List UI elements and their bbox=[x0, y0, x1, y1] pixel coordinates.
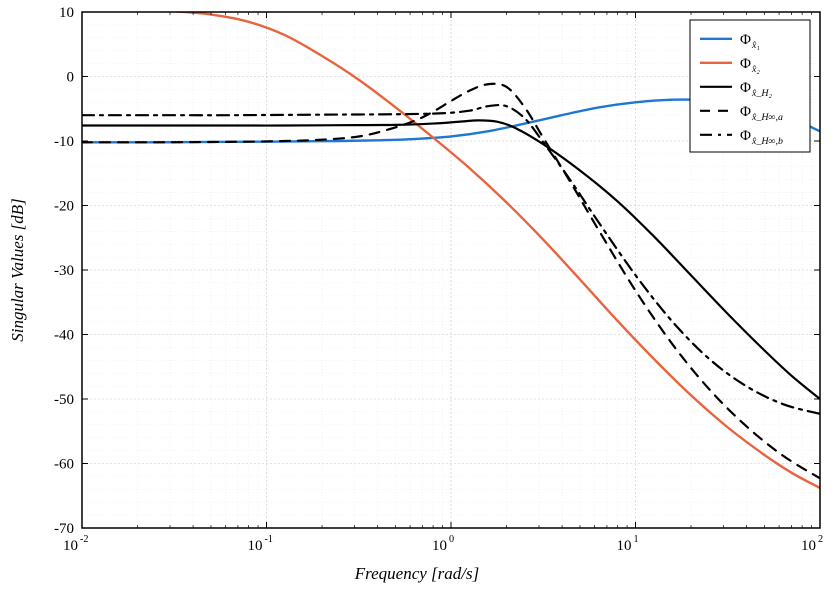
svg-text:x̂_H∞,a: x̂_H∞,a bbox=[751, 112, 783, 123]
svg-text:10: 10 bbox=[63, 538, 78, 554]
svg-text:Φ: Φ bbox=[740, 56, 751, 72]
svg-text:Φ: Φ bbox=[740, 128, 751, 144]
svg-text:1: 1 bbox=[634, 534, 639, 545]
svg-text:Φ: Φ bbox=[740, 104, 751, 120]
svg-text:10: 10 bbox=[432, 538, 447, 554]
legend: Φx̂₁Φx̂₂Φx̂_H₂Φx̂_H∞,aΦx̂_H∞,b bbox=[690, 20, 810, 152]
svg-text:10: 10 bbox=[617, 538, 632, 554]
svg-text:10: 10 bbox=[59, 5, 74, 21]
x-axis-label: Frequency [rad/s] bbox=[0, 564, 834, 584]
svg-text:Φ: Φ bbox=[740, 80, 751, 96]
x-axis-label-text: Frequency [rad/s] bbox=[355, 564, 480, 583]
svg-text:10: 10 bbox=[801, 538, 816, 554]
svg-text:10: 10 bbox=[248, 538, 263, 554]
svg-text:-30: -30 bbox=[54, 263, 74, 279]
svg-text:-10: -10 bbox=[54, 134, 74, 150]
svg-text:-1: -1 bbox=[265, 534, 274, 545]
svg-text:-40: -40 bbox=[54, 328, 74, 344]
svg-text:-20: -20 bbox=[54, 199, 74, 215]
svg-text:-2: -2 bbox=[80, 534, 89, 545]
svg-text:0: 0 bbox=[67, 70, 75, 86]
svg-text:-50: -50 bbox=[54, 392, 74, 408]
y-axis-label-text: Singular Values [dB] bbox=[8, 198, 27, 342]
svg-text:x̂_H₂: x̂_H₂ bbox=[751, 88, 772, 99]
svg-text:Φ: Φ bbox=[740, 32, 751, 48]
svg-text:x̂₂: x̂₂ bbox=[751, 64, 760, 75]
chart-svg: -70-60-50-40-30-20-1001010-210-110010110… bbox=[0, 0, 834, 590]
svg-text:x̂_H∞,b: x̂_H∞,b bbox=[751, 136, 783, 147]
chart-container: -70-60-50-40-30-20-1001010-210-110010110… bbox=[0, 0, 834, 590]
svg-text:x̂₁: x̂₁ bbox=[751, 40, 760, 51]
y-axis-label: Singular Values [dB] bbox=[8, 198, 28, 342]
svg-text:-70: -70 bbox=[54, 521, 74, 537]
svg-text:0: 0 bbox=[449, 534, 454, 545]
svg-text:2: 2 bbox=[818, 534, 823, 545]
svg-text:-60: -60 bbox=[54, 457, 74, 473]
